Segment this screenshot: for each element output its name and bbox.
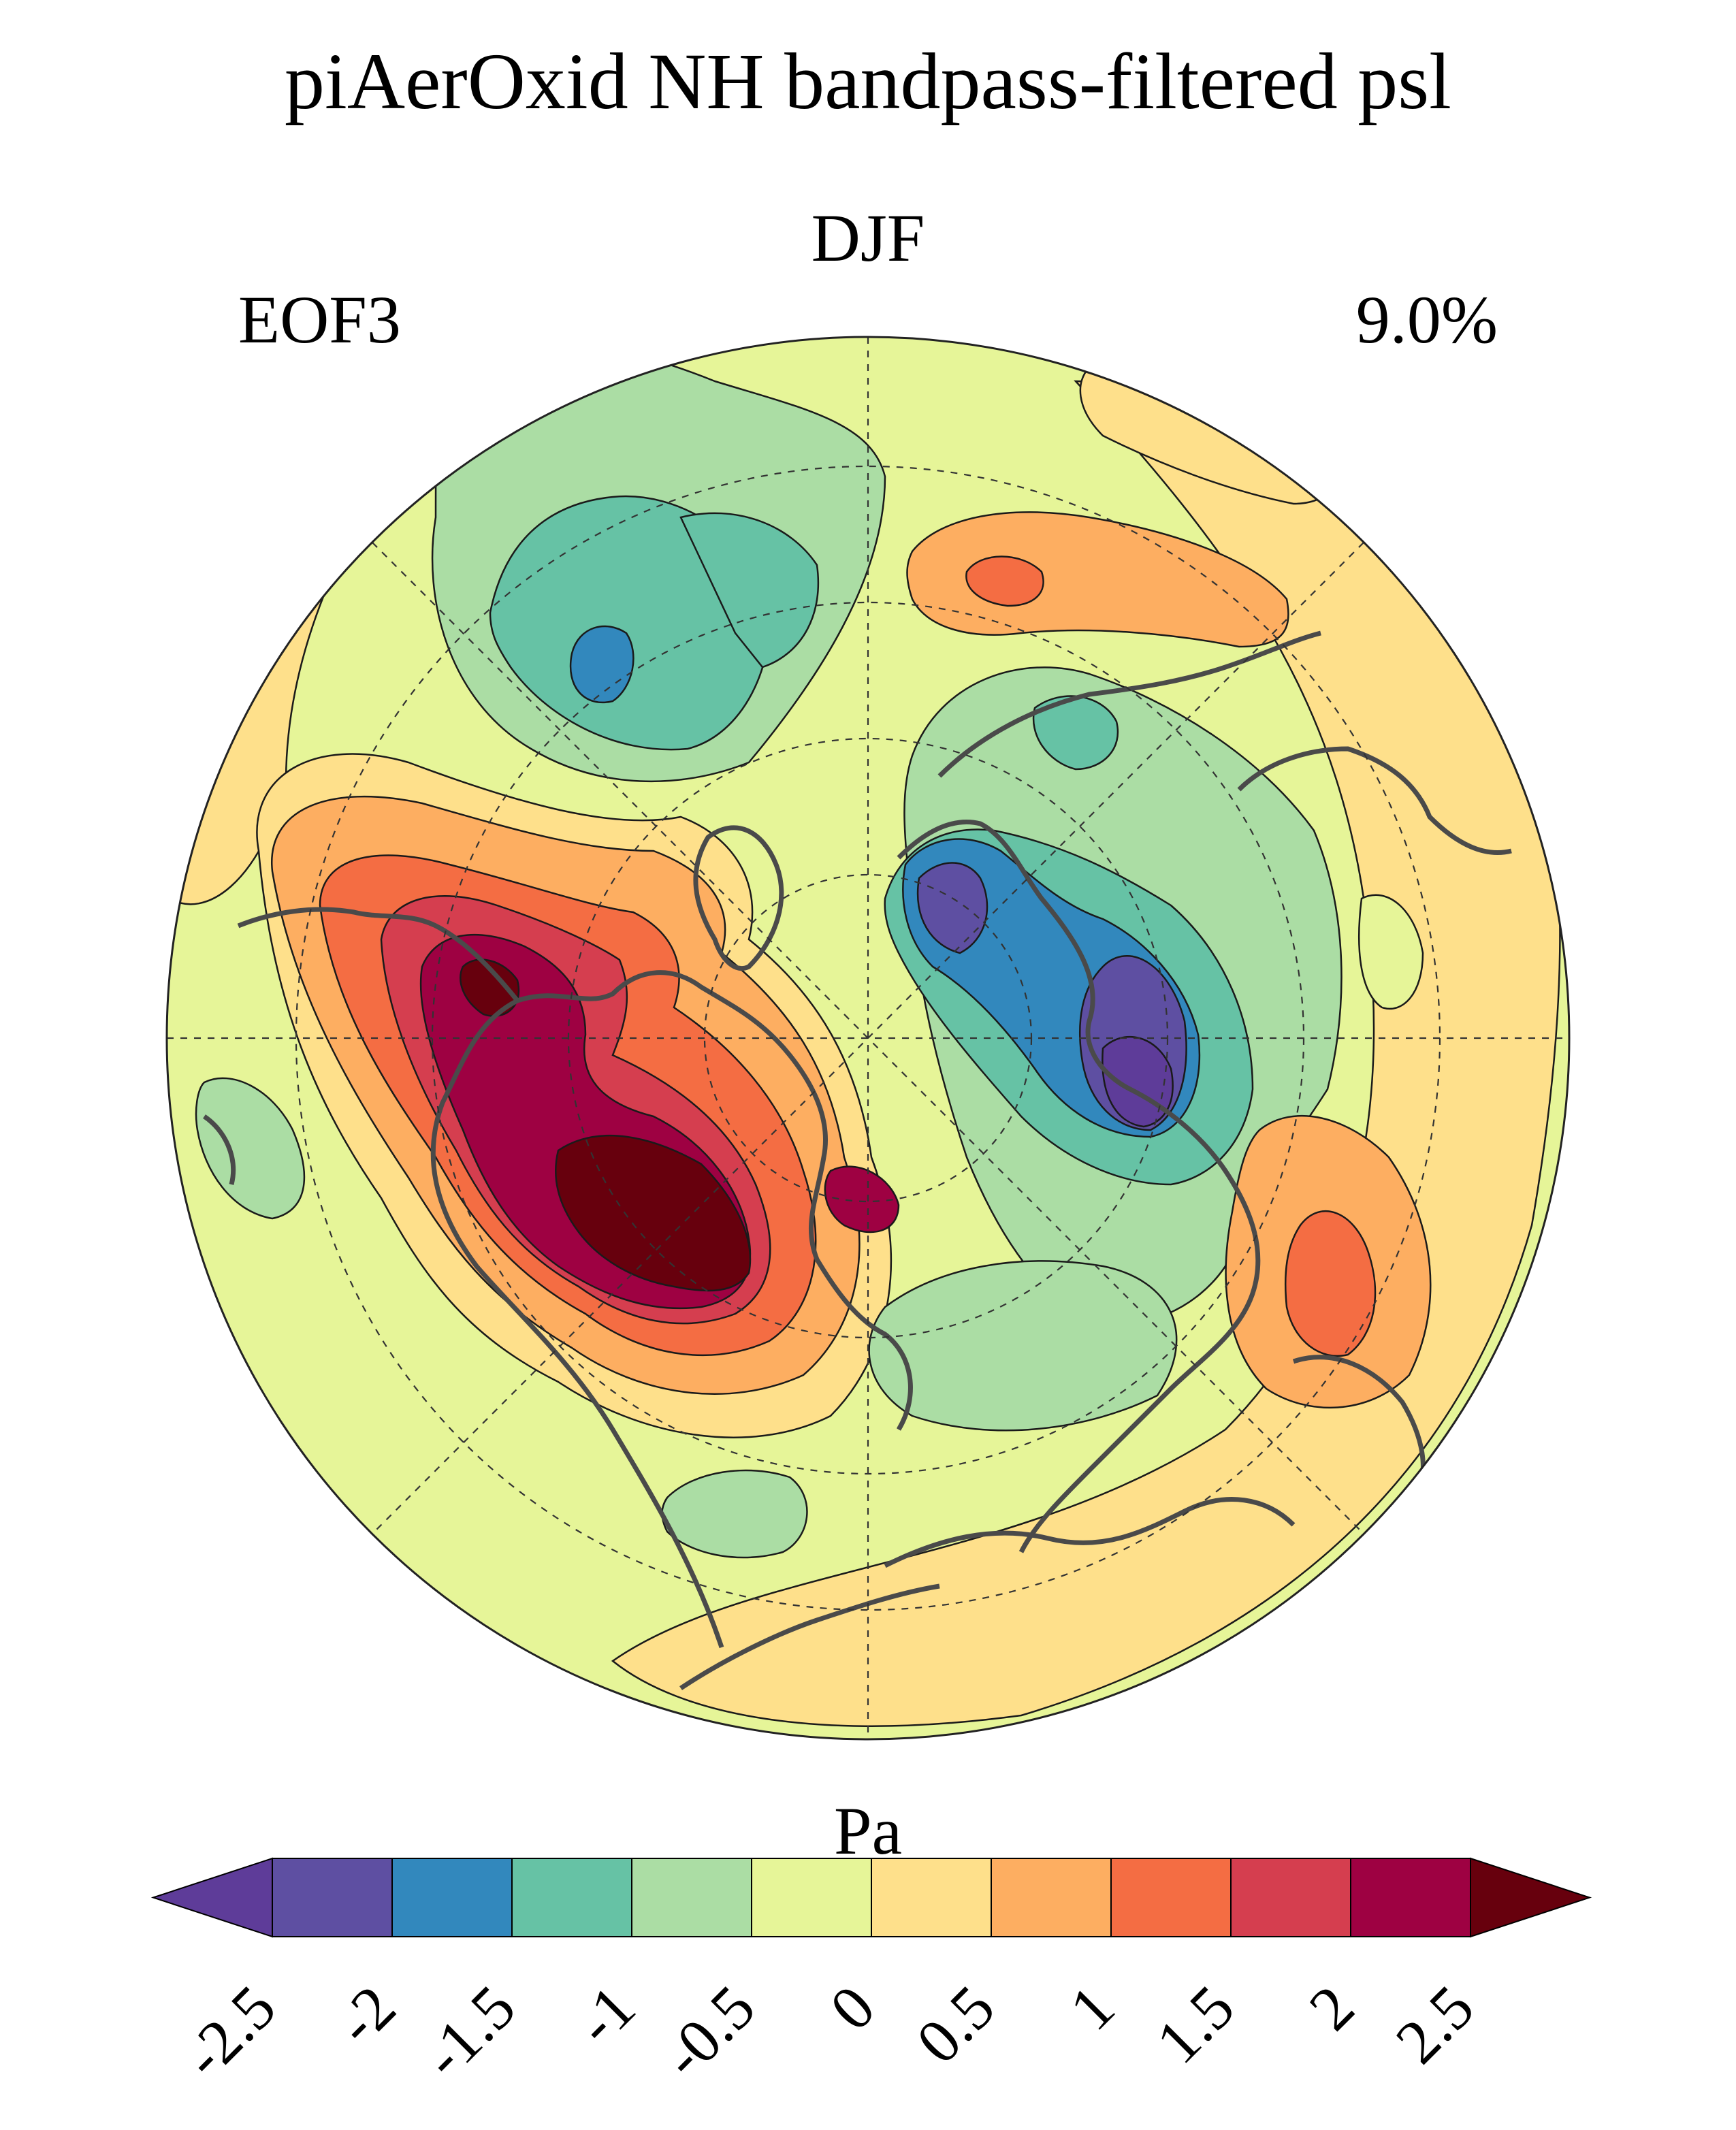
variance-explained-label: 9.0% xyxy=(1355,282,1498,357)
colorbar-tick-label: 0.5 xyxy=(903,1972,1008,2076)
meridian-line xyxy=(372,542,1364,1534)
contour-fill-atlantic-neg0p5 xyxy=(868,1260,1178,1432)
colorbar-box xyxy=(1110,1858,1232,1937)
contour-fill-bering-0p5 xyxy=(906,511,1289,648)
colorbar-box xyxy=(871,1858,992,1937)
colorbar-box xyxy=(272,1858,393,1937)
contour-fill-ne-pacific-neg1-ext xyxy=(679,512,820,668)
coastline-alaska xyxy=(237,907,519,1003)
contour-fill-subtropical-pacific-neg0p5 xyxy=(661,1469,808,1559)
graticule xyxy=(167,337,1569,1739)
contour-fill-west-central-pacific-2 xyxy=(824,1165,900,1233)
colorbar-units: Pa xyxy=(834,1793,902,1869)
coastline-north-america xyxy=(430,970,913,1649)
colorbar-box xyxy=(1230,1858,1351,1937)
colorbar-box xyxy=(751,1858,872,1937)
contour-fill-central-asia-neg0 xyxy=(1358,894,1424,1010)
contour-fill-arctic-neg2 xyxy=(916,862,988,954)
season-label: DJF xyxy=(811,200,925,276)
contour-fill-east-asia-1 xyxy=(1284,1210,1377,1357)
colorbar-box xyxy=(511,1858,632,1937)
coastline-kamchatka xyxy=(937,630,1321,778)
colorbar-tick-label: -2.5 xyxy=(170,1972,289,2091)
colorbar-tick-label: -1.5 xyxy=(409,1972,528,2091)
chart-title: piAerOxid NH bandpass-filtered psl xyxy=(285,37,1451,126)
colorbar-tick-label: 0 xyxy=(816,1972,888,2044)
contour-fill-west-pacific-neg0p5 xyxy=(195,1077,306,1220)
colorbar-box xyxy=(1350,1858,1471,1937)
colorbar-tick-label: 2.5 xyxy=(1383,1972,1487,2076)
contour-fill-north-pacific-2p5 xyxy=(555,1134,752,1292)
colorbar-tick-label: -1 xyxy=(562,1972,648,2058)
colorbar-box xyxy=(991,1858,1112,1937)
coastline-greenland xyxy=(693,825,784,971)
colorbar-tick-labels: -2.5 -2 -1.5 -1 -0.5 0 0.5 1 1.5 2 2.5 xyxy=(170,1972,1487,2091)
colorbar-tick-label: -2 xyxy=(323,1972,408,2058)
colorbar-extend-max xyxy=(1470,1857,1592,1938)
colorbar-box xyxy=(391,1858,513,1937)
colorbar-tick-label: -0.5 xyxy=(649,1972,768,2091)
colorbar-tick-label: 1.5 xyxy=(1143,1972,1247,2076)
coastline-east-asia xyxy=(1237,746,1512,856)
coastline-mediterranean xyxy=(884,1497,1296,1568)
colorbar-extend-min xyxy=(150,1857,273,1938)
coastline-africa xyxy=(679,1583,940,1690)
map-border xyxy=(165,336,1571,1741)
colorbar-box xyxy=(631,1858,752,1937)
colorbar-boxes xyxy=(150,1857,1592,1938)
contour-fill-aleutian-2p5 xyxy=(460,958,520,1017)
coastline-pacific-islands xyxy=(203,1114,236,1185)
eof-mode-label: EOF3 xyxy=(238,282,401,357)
coastline-eurasia xyxy=(897,819,1261,1553)
coastlines xyxy=(203,630,1512,1690)
contour-fields xyxy=(169,340,1561,1727)
colorbar-tick-label: 2 xyxy=(1296,1972,1367,2044)
contour-fill-bering-1 xyxy=(965,555,1044,607)
colorbar-tick-label: 1 xyxy=(1056,1972,1127,2044)
